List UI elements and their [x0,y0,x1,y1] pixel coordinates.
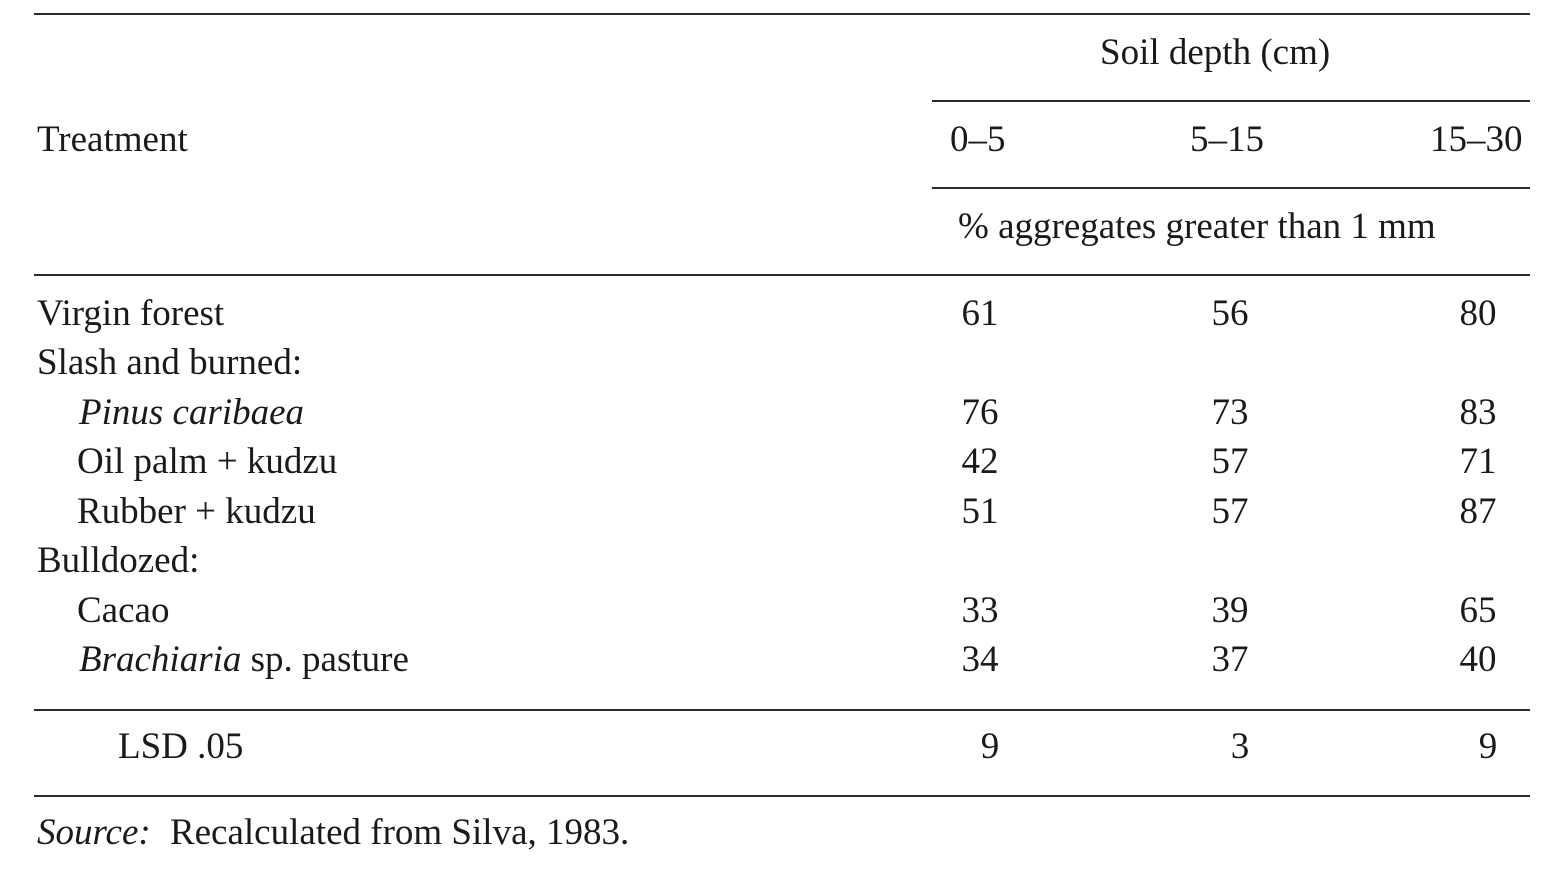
cell-0-5: 51 [961,491,999,532]
cell-5-15: 73 [1211,392,1249,433]
row-label: Rubber + kudzu [77,491,316,532]
row-label: Oil palm + kudzu [77,441,338,482]
top-rule [34,13,1530,15]
column-header-0-5: 0–5 [950,119,1006,160]
bottom-rule [34,795,1530,797]
cell-0-5: 34 [961,639,999,680]
cell-0-5: 76 [961,392,999,433]
lsd-cell-15-30: 9 [1478,726,1498,767]
cell-5-15: 57 [1211,491,1249,532]
source-note: Source: Recalculated from Silva, 1983. [37,811,629,855]
cell-15-30: 40 [1459,639,1497,680]
group-label: Slash and burned: [37,342,303,383]
cell-5-15: 37 [1211,639,1249,680]
spanner-header: Soil depth (cm) [1100,32,1331,73]
cell-5-15: 39 [1211,590,1249,631]
column-header-15-30: 15–30 [1430,119,1523,160]
source-text: Recalculated from Silva, 1983. [169,812,630,853]
column-header-rule [932,187,1530,189]
cell-15-30: 83 [1459,392,1497,433]
cell-5-15: 56 [1211,293,1249,334]
cell-0-5: 61 [961,293,999,334]
cell-0-5: 33 [961,590,999,631]
row-label: Pinus caribaea [79,392,305,433]
cell-0-5: 42 [961,441,999,482]
lsd-label: LSD .05 [118,726,244,767]
cell-15-30: 65 [1459,590,1497,631]
row-label-italic: Brachiaria [79,639,242,680]
column-header-5-15: 5–15 [1190,119,1264,160]
row-label: Brachiaria sp. pasture [79,638,409,682]
lsd-cell-0-5: 9 [980,726,1000,767]
cell-5-15: 57 [1211,441,1249,482]
treatment-header: Treatment [37,119,188,160]
lsd-cell-5-15: 3 [1230,726,1250,767]
spanner-rule [932,100,1530,102]
cell-15-30: 87 [1459,491,1497,532]
cell-15-30: 71 [1459,441,1497,482]
row-label-rest: sp. pasture [241,639,409,680]
group-label: Bulldozed: [37,540,200,581]
header-bottom-rule [34,274,1530,276]
units-header: % aggregates greater than 1 mm [958,206,1436,247]
row-label: Virgin forest [37,293,225,334]
cell-15-30: 80 [1459,293,1497,334]
row-label: Cacao [77,590,170,631]
source-prefix: Source: [37,812,151,853]
lsd-rule [34,709,1530,711]
